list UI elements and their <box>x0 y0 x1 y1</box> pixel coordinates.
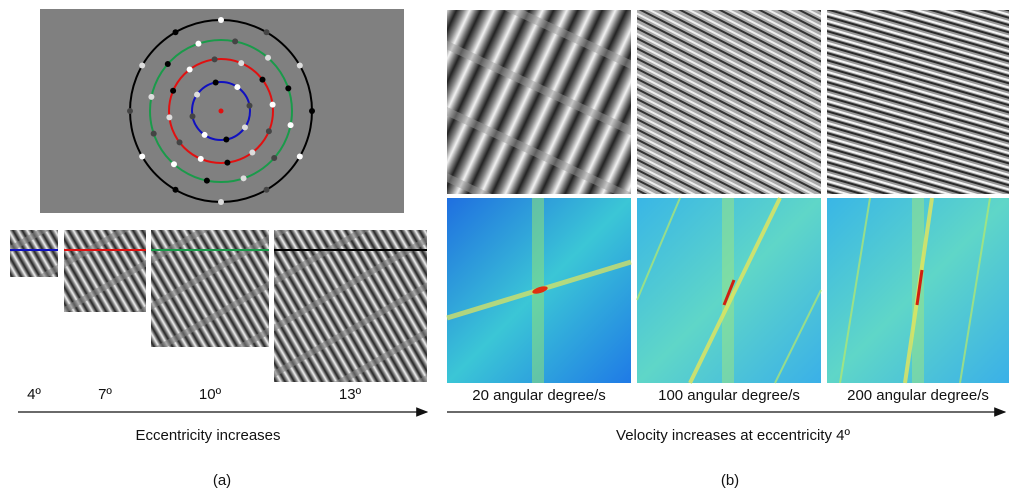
stimulus-dot <box>195 40 202 47</box>
stimulus-image <box>637 10 821 194</box>
stimulus-dot <box>176 139 183 146</box>
stimulus-dot <box>194 91 201 98</box>
stimulus-dot <box>287 122 294 129</box>
stimulus-dot <box>139 153 146 160</box>
stimulus-dot <box>249 149 256 156</box>
stimulus-dot <box>170 161 177 168</box>
patch-4 <box>10 230 58 277</box>
fixation-point <box>218 108 224 114</box>
stimulus-dot <box>265 54 272 61</box>
caption: Velocity increases at eccentricity 4º <box>616 427 850 444</box>
patch-10 <box>151 230 269 347</box>
velocity-label: 20 angular degree/s <box>472 387 605 404</box>
stimulus-dot <box>263 186 270 193</box>
eccentricity-label: 7º <box>98 386 112 403</box>
stimulus-dot <box>201 131 208 138</box>
stimulus-dot <box>186 66 193 73</box>
stimulus-dot <box>285 85 292 92</box>
stimulus-dot <box>164 60 171 67</box>
stimulus-dot <box>234 84 241 91</box>
velocity-label: 100 angular degree/s <box>658 387 800 404</box>
stimulus-dot <box>246 102 253 109</box>
stimulus-dot <box>296 153 303 160</box>
eccentricity-label: 4º <box>27 386 41 403</box>
stimulus-dot <box>241 124 248 131</box>
stimulus-dot <box>148 93 155 100</box>
spectrum <box>446 198 632 383</box>
stimulus-dot <box>238 60 245 67</box>
stimulus-dot <box>223 136 230 143</box>
panel-label: (b) <box>721 472 739 489</box>
stimulus-dot <box>232 38 239 45</box>
stimulus-dot <box>211 56 218 63</box>
stimulus-dot <box>265 128 272 135</box>
stimulus-dot <box>127 108 133 114</box>
velocity-label: 200 angular degree/s <box>847 387 989 404</box>
stimulus-dot <box>259 76 266 83</box>
stimulus-image <box>447 10 631 194</box>
stimulus-dot <box>197 155 204 162</box>
stimulus-dot <box>218 17 224 23</box>
eccentricity-rings <box>127 17 315 205</box>
stimulus-dot <box>269 101 276 108</box>
caption: Eccentricity increases <box>135 427 280 444</box>
stimulus-dot <box>203 177 210 184</box>
stimulus-dot <box>296 62 303 69</box>
stimulus-dot <box>271 155 278 162</box>
panel-label: (a) <box>213 472 231 489</box>
patch-7 <box>64 230 146 312</box>
patch-13 <box>274 230 427 382</box>
stimulus-dot <box>139 62 146 69</box>
stimulus-image <box>827 10 1009 194</box>
stimulus-dot <box>166 114 173 121</box>
spectrum <box>636 197 822 384</box>
stimulus-dot <box>224 159 231 166</box>
stimulus-dot <box>263 29 270 36</box>
stimulus-dot <box>218 199 224 205</box>
stimulus-dot <box>212 79 219 86</box>
stimulus-dot <box>170 87 177 94</box>
stimulus-dot <box>309 108 315 114</box>
stimulus-dot <box>189 113 196 120</box>
stimulus-dot <box>150 130 157 137</box>
eccentricity-label: 10º <box>199 386 222 403</box>
stimulus-dot <box>172 186 179 193</box>
eccentricity-label: 13º <box>339 386 362 403</box>
stimulus-dot <box>172 29 179 36</box>
spectrum <box>827 197 1009 384</box>
stimulus-dot <box>240 175 247 182</box>
